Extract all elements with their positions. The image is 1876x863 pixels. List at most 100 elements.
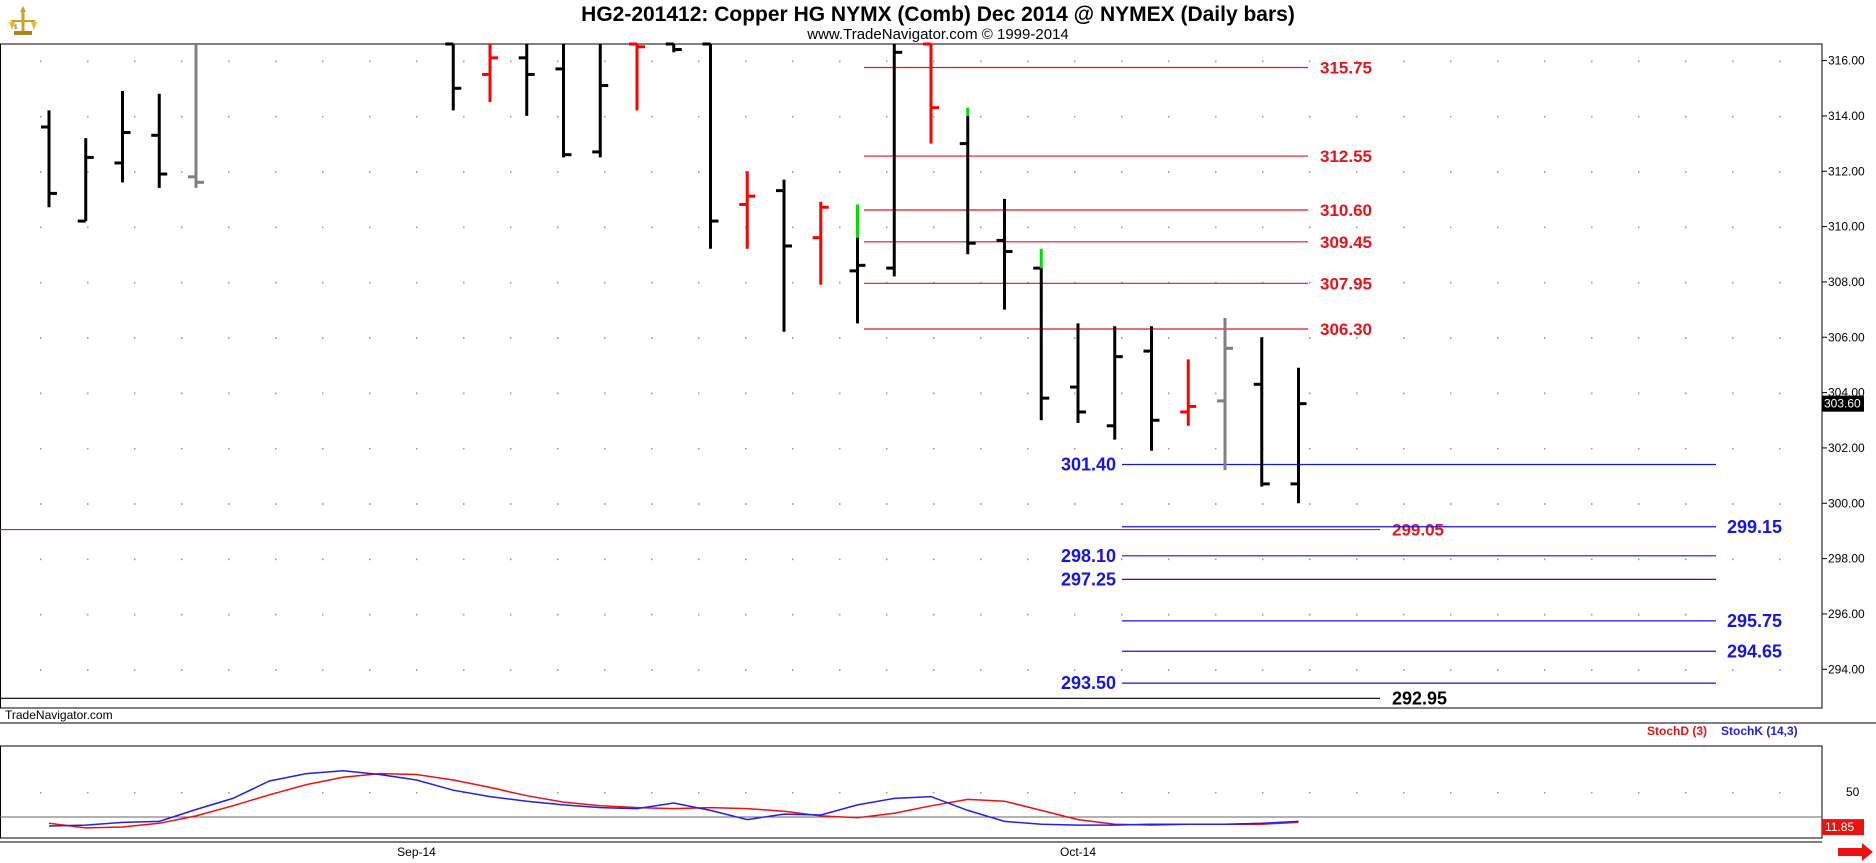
grid-dot	[1732, 558, 1734, 561]
grid-dot	[416, 60, 418, 63]
stochastic-last-label: 11.85	[1825, 820, 1854, 834]
grid-dot	[1450, 558, 1452, 561]
stochastic-legend-item: StochK (14,3)	[1721, 724, 1798, 738]
grid-dot	[1779, 281, 1781, 284]
grid-dot	[275, 60, 277, 63]
support-label: 292.95	[1392, 688, 1447, 708]
grid-dot	[181, 392, 183, 395]
grid-dot	[886, 613, 888, 616]
grid-dot	[87, 281, 89, 284]
grid-dot	[1027, 792, 1029, 794]
grid-dot	[87, 613, 89, 616]
grid-dot	[1685, 558, 1687, 561]
grid-dot	[1497, 115, 1499, 118]
grid-dot	[980, 115, 982, 118]
grid-dot	[463, 171, 465, 173]
grid-dot	[1215, 115, 1217, 118]
grid-dot	[1168, 503, 1170, 505]
price-axis-label: 316.00	[1828, 54, 1865, 68]
grid-dot	[1356, 226, 1358, 229]
grid-dot	[745, 558, 747, 561]
scroll-right-icon[interactable]	[1838, 843, 1873, 861]
grid-dot	[1403, 613, 1405, 616]
support-label: 293.50	[1061, 673, 1116, 693]
grid-dot	[1027, 281, 1029, 284]
grid-dot	[839, 447, 841, 450]
grid-dot	[40, 792, 42, 794]
grid-dot	[1121, 669, 1123, 671]
ohlc-bars	[41, 42, 1307, 504]
grid-dot	[228, 226, 230, 229]
grid-dot	[839, 171, 841, 173]
grid-dot	[416, 669, 418, 671]
grid-dot	[557, 226, 559, 229]
grid-dot	[1121, 60, 1123, 63]
grid-dot	[1638, 669, 1640, 671]
grid-dot	[1779, 503, 1781, 505]
grid-dot	[1732, 226, 1734, 229]
grid-dot	[1591, 613, 1593, 616]
grid-dot	[698, 792, 700, 794]
grid-dot	[651, 792, 653, 794]
level-lines: 315.75 312.55 310.60 309.45 307.95 306.30 299.…	[0, 59, 1782, 708]
resistance-label: 306.30	[1320, 320, 1372, 339]
chart-title-bar: $ HG2-201412: Copper HG NYMX (Comb) Dec …	[0, 0, 1876, 44]
grid-dot	[322, 669, 324, 671]
grid-dot	[322, 392, 324, 395]
stoch-d-line	[48, 772, 1299, 829]
grid-dot	[1403, 115, 1405, 118]
grid-dot	[604, 558, 606, 561]
grid-dot	[463, 226, 465, 229]
grid-dot	[1732, 792, 1734, 794]
grid-dot	[1403, 503, 1405, 505]
grid-dot	[980, 558, 982, 561]
grid-dot	[745, 392, 747, 395]
grid-dot	[1027, 613, 1029, 616]
grid-dot	[1497, 226, 1499, 229]
grid-dot	[1779, 558, 1781, 561]
grid-dot	[463, 115, 465, 118]
grid-dot	[228, 447, 230, 450]
grid-dot	[1356, 392, 1358, 395]
grid-dot	[1215, 392, 1217, 395]
grid-dot	[792, 447, 794, 450]
grid-dot	[40, 337, 42, 339]
grid-dot	[1215, 613, 1217, 616]
grid-dot	[604, 503, 606, 505]
grid-dot	[698, 392, 700, 395]
grid-dot	[1779, 669, 1781, 671]
grid-dot	[980, 792, 982, 794]
grid-dot	[1591, 503, 1593, 505]
grid-dot	[698, 115, 700, 118]
grid-dot	[416, 503, 418, 505]
grid-dot	[651, 337, 653, 339]
price-grid	[0, 43, 1876, 724]
grid-dot	[557, 60, 559, 63]
stoch-k-line	[48, 770, 1299, 827]
grid-dot	[651, 115, 653, 118]
grid-dot	[839, 281, 841, 284]
grid-dot	[463, 60, 465, 63]
grid-dot	[886, 503, 888, 505]
grid-dot	[1356, 281, 1358, 284]
grid-dot	[1121, 392, 1123, 395]
grid-dot	[1309, 613, 1311, 616]
grid-dot	[1544, 558, 1546, 561]
grid-dot	[745, 60, 747, 63]
grid-dot	[1497, 171, 1499, 173]
grid-dot	[510, 337, 512, 339]
last-price-label: 303.60	[1824, 397, 1861, 411]
grid-dot	[557, 447, 559, 450]
grid-dot	[933, 115, 935, 118]
grid-dot	[839, 115, 841, 118]
support-label: 301.40	[1061, 455, 1116, 475]
grid-dot	[40, 503, 42, 505]
grid-dot	[745, 669, 747, 671]
grid-dot	[134, 613, 136, 616]
grid-dot	[1121, 337, 1123, 339]
grid-dot	[275, 558, 277, 561]
grid-dot	[275, 447, 277, 450]
grid-dot	[275, 171, 277, 173]
grid-dot	[1685, 60, 1687, 63]
